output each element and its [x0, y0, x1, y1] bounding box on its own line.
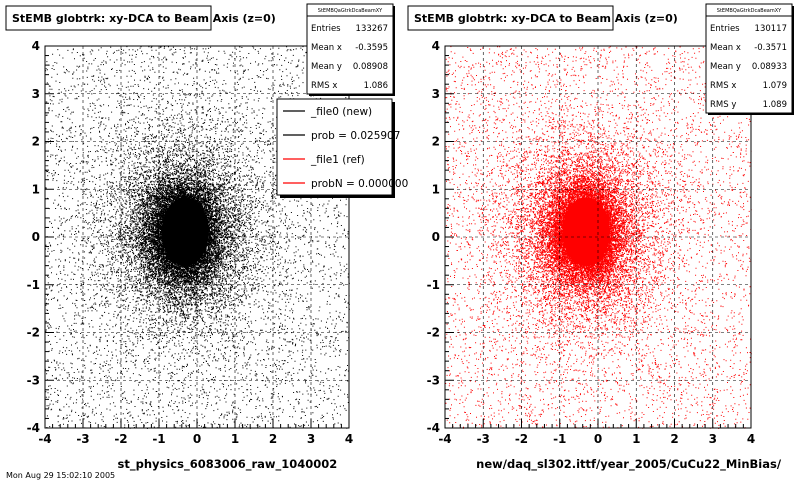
- x-axis-label: st_physics_6083006_raw_1040002: [118, 457, 338, 472]
- y-tick-label: -2: [27, 326, 40, 340]
- legend-box: [276, 98, 393, 196]
- legend-entry-label: probN = 0.000000: [311, 178, 408, 190]
- x-tick-label: 4: [747, 432, 755, 446]
- legend-entry-label: prob = 0.025907: [311, 130, 400, 142]
- stats-label: Mean y: [311, 62, 342, 72]
- stats-value: 0.08933: [752, 62, 787, 72]
- x-tick-label: -2: [114, 432, 127, 446]
- x-tick-label: 4: [345, 432, 353, 446]
- y-tick-label: -4: [27, 421, 40, 435]
- x-tick-label: -4: [438, 432, 451, 446]
- stats-value: -0.3595: [355, 43, 388, 53]
- grid-lines: [45, 46, 349, 428]
- y-tick-label: -4: [427, 421, 440, 435]
- title-box: [407, 5, 614, 31]
- x-tick-label: -1: [553, 432, 566, 446]
- x-tick-label: 1: [231, 432, 239, 446]
- chart-title: StEMB globtrk: xy-DCA to Beam Axis (z=0): [414, 12, 678, 25]
- chart-title: StEMB globtrk: xy-DCA to Beam Axis (z=0): [12, 12, 276, 25]
- x-tick-label: 0: [594, 432, 602, 446]
- y-tick-label: 0: [32, 230, 40, 244]
- y-tick-label: 0: [432, 230, 440, 244]
- axis-ticks: [44, 45, 350, 429]
- stats-value: -0.3571: [754, 43, 787, 53]
- title-box: [5, 5, 212, 31]
- y-tick-label: 4: [432, 39, 440, 53]
- y-tick-label: 1: [32, 182, 40, 196]
- x-tick-label: -2: [515, 432, 528, 446]
- x-tick-label: 0: [193, 432, 201, 446]
- footer-timestamp: Mon Aug 29 15:02:10 2005: [6, 471, 115, 480]
- scatter-dense-core: [161, 197, 209, 267]
- scatter-dense-core: [562, 197, 610, 267]
- legend-entry-label: _file0 (new): [310, 106, 372, 118]
- stats-label: Mean x: [710, 43, 741, 53]
- stats-label: Entries: [311, 24, 341, 34]
- y-tick-label: -3: [427, 373, 440, 387]
- stats-box: [306, 3, 394, 95]
- y-tick-label: 4: [32, 39, 40, 53]
- y-tick-label: -1: [27, 278, 40, 292]
- stats-box-name: StEMBQaGtrkDcaBeamXY: [318, 8, 383, 14]
- stats-label: RMS y: [710, 100, 736, 110]
- stats-value: 1.079: [763, 81, 787, 91]
- x-tick-label: 3: [709, 432, 717, 446]
- x-tick-label: -4: [38, 432, 51, 446]
- y-tick-label: -2: [427, 326, 440, 340]
- stats-label: Entries: [710, 24, 740, 34]
- x-axis-label: new/daq_sl302.ittf/year_2005/CuCu22_MinB…: [476, 457, 782, 472]
- x-tick-label: 2: [670, 432, 678, 446]
- y-tick-label: 2: [32, 135, 40, 149]
- y-tick-label: 1: [432, 182, 440, 196]
- axis-ticks: [444, 45, 752, 429]
- x-tick-label: 1: [632, 432, 640, 446]
- legend-entry-label: _file1 (ref): [310, 154, 365, 166]
- stats-label: Mean x: [311, 43, 342, 53]
- x-tick-label: 2: [269, 432, 277, 446]
- stats-label: Mean y: [710, 62, 741, 72]
- stats-value: 1.086: [364, 81, 388, 91]
- x-tick-label: -3: [477, 432, 490, 446]
- stats-value: 133267: [356, 24, 388, 34]
- stats-value: 1.089: [763, 100, 787, 110]
- y-tick-label: -3: [27, 373, 40, 387]
- left-scatter-panel: -4 -3 -2 -1 0 1 2 3 4 -4 -3 -2 -1 0 1 2 3 4 st_physics_608…: [5, 3, 408, 472]
- stats-box: [705, 3, 793, 114]
- x-tick-label: 3: [307, 432, 315, 446]
- right-scatter-panel: -4 -3 -2 -1 0 1 2 3 4 -4 -3 -2 -1 0 1 2 3 4 new/daq_sl302.…: [407, 3, 794, 472]
- stats-label: RMS x: [311, 81, 337, 91]
- y-tick-label: 2: [432, 135, 440, 149]
- stats-value: 0.08908: [353, 62, 388, 72]
- x-tick-label: -3: [76, 432, 89, 446]
- x-tick-label: -1: [152, 432, 165, 446]
- stats-value: 130117: [755, 24, 787, 34]
- stats-box-name: StEMBQaGtrkDcaBeamXY: [717, 8, 782, 14]
- y-tick-label: 3: [432, 87, 440, 101]
- grid-lines: [445, 46, 751, 428]
- y-tick-label: 3: [32, 87, 40, 101]
- y-tick-label: -1: [427, 278, 440, 292]
- stats-label: RMS x: [710, 81, 736, 91]
